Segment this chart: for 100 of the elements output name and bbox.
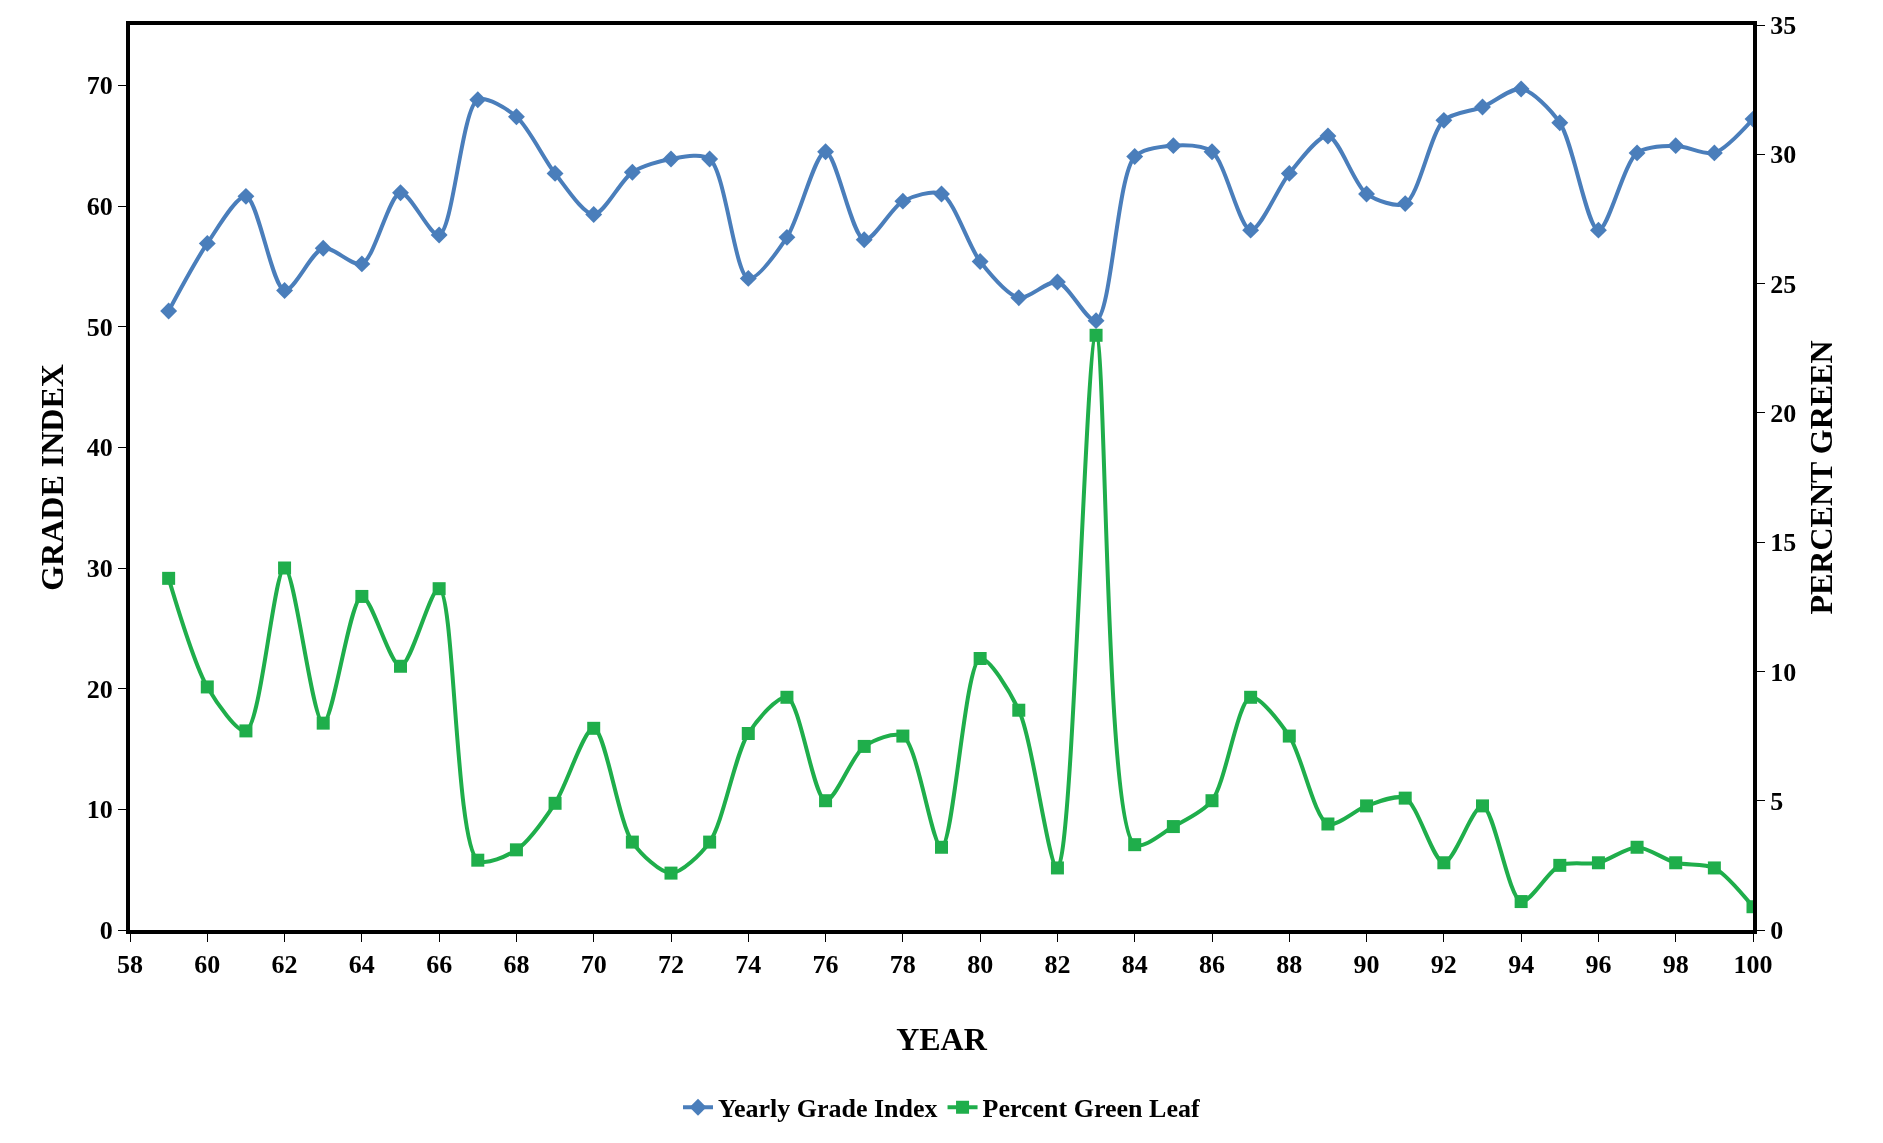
point (471, 853, 485, 867)
point (1707, 861, 1721, 875)
legend-label: Yearly Grade Index (718, 1094, 938, 1124)
point (1553, 858, 1567, 872)
point (509, 843, 523, 857)
point (353, 255, 371, 273)
point (1591, 856, 1605, 870)
point (1589, 221, 1607, 239)
y2-tick-label: 30 (1770, 140, 1797, 170)
point (276, 282, 294, 299)
x-tick-label: 88 (1276, 950, 1303, 980)
point (1126, 148, 1144, 165)
point (1630, 840, 1644, 854)
point (1205, 794, 1219, 808)
point (1280, 164, 1298, 182)
point (200, 680, 214, 694)
x-tick-label: 72 (658, 950, 684, 980)
x-tick-label: 62 (271, 950, 298, 980)
point (469, 91, 487, 109)
point (1435, 111, 1453, 129)
point (1244, 690, 1258, 704)
x-tick-label: 94 (1508, 950, 1535, 980)
y2-tick-label: 5 (1770, 786, 1784, 816)
point (1358, 185, 1376, 203)
point (857, 739, 871, 753)
point (1628, 144, 1646, 162)
y-tick-label: 30 (86, 554, 113, 584)
point (664, 866, 678, 880)
point (316, 716, 330, 730)
x-tick-label: 96 (1585, 950, 1612, 980)
point (314, 239, 332, 257)
y2-axis-title: PERCENT GREEN (1802, 340, 1839, 615)
point (973, 652, 987, 665)
point (1396, 195, 1414, 213)
point (1667, 137, 1685, 155)
point (971, 253, 989, 270)
point (1164, 137, 1182, 155)
point (160, 302, 178, 320)
point (355, 589, 369, 603)
point (894, 192, 912, 210)
x-tick-label: 66 (426, 950, 453, 980)
y-tick-label: 60 (86, 192, 113, 222)
point (239, 724, 253, 738)
y2-tick-label: 35 (1770, 11, 1797, 41)
point (625, 835, 639, 849)
point (237, 187, 255, 205)
point (1669, 856, 1683, 870)
y-tick-label: 20 (86, 674, 113, 704)
point (162, 571, 176, 585)
point (1476, 799, 1489, 813)
point (1012, 703, 1026, 717)
point (430, 226, 448, 244)
point (739, 269, 757, 287)
x-tick-label: 74 (735, 950, 762, 980)
point (507, 108, 525, 126)
x-tick-label: 76 (812, 950, 839, 980)
x-tick-label: 100 (1733, 950, 1773, 980)
point (896, 729, 910, 743)
point (1050, 861, 1064, 875)
y2-tick-label: 15 (1770, 528, 1797, 558)
point (1398, 791, 1412, 805)
x-tick-label: 86 (1199, 950, 1225, 980)
x-tick-label: 82 (1044, 950, 1071, 980)
point (587, 721, 601, 735)
point (1474, 98, 1491, 116)
point (662, 150, 680, 168)
point (1242, 221, 1260, 239)
point (585, 206, 603, 223)
point (1166, 820, 1180, 834)
x-tick-label: 90 (1353, 950, 1380, 980)
point (1048, 273, 1066, 291)
x-tick-label: 64 (348, 950, 375, 980)
point (1512, 80, 1530, 98)
point (278, 561, 292, 575)
y2-tick-label: 20 (1770, 398, 1797, 428)
x-tick-label: 92 (1430, 950, 1457, 980)
point (855, 231, 873, 249)
y2-tick-label: 0 (1770, 916, 1784, 946)
x-tick-label: 84 (1121, 950, 1148, 980)
x-tick-label: 68 (503, 950, 530, 980)
y-tick-label: 70 (86, 71, 113, 101)
point (1437, 856, 1451, 870)
point (1089, 328, 1103, 342)
point (1551, 114, 1569, 132)
point (1128, 838, 1142, 852)
point (623, 163, 641, 181)
point (778, 228, 796, 246)
x-tick-label: 60 (194, 950, 221, 980)
point (741, 726, 755, 740)
y-tick-label: 40 (86, 433, 113, 463)
point (935, 840, 948, 854)
point (703, 835, 717, 849)
legend-label: Percent Green Leaf (982, 1094, 1200, 1124)
point (548, 796, 562, 810)
y-tick-label: 10 (86, 795, 113, 825)
x-tick-label: 58 (117, 950, 143, 980)
point (1282, 729, 1296, 743)
point (1321, 817, 1335, 831)
point (546, 164, 564, 182)
x-axis-title: YEAR (896, 1020, 988, 1057)
